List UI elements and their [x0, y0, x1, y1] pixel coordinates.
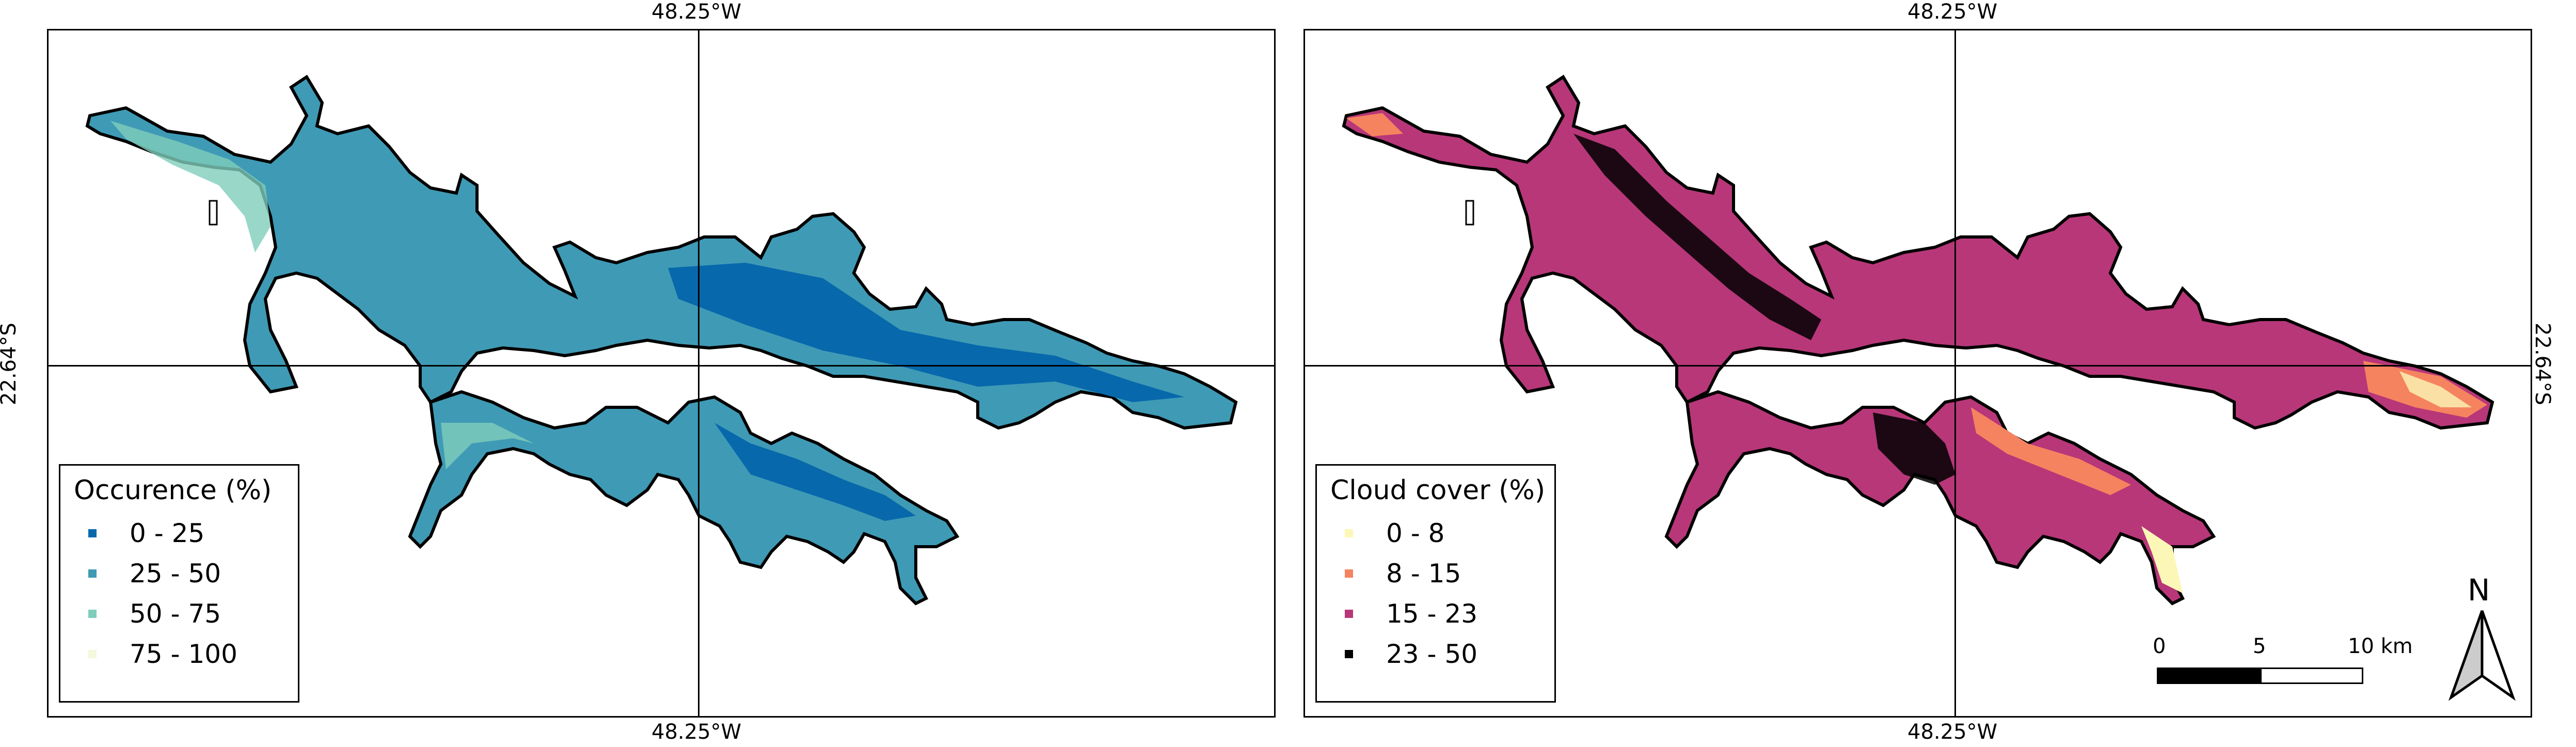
graticule-vertical-right	[1954, 30, 1956, 716]
reservoir-lower-light	[441, 423, 534, 469]
reservoir-lower-core	[714, 423, 916, 521]
legend-item: 25 - 50	[74, 553, 284, 594]
reservoir-core-upper	[668, 263, 1184, 402]
left-lat-label: 22.64°S	[0, 323, 21, 405]
legend-title: Cloud cover (%)	[1330, 475, 1546, 506]
graticule-horizontal-right	[1305, 365, 2531, 367]
legend-swatch	[1345, 529, 1353, 537]
legend-label: 0 - 25	[130, 518, 205, 548]
reservoir-lower-arm	[1664, 390, 2216, 606]
legend-swatch	[1345, 569, 1353, 578]
legend-item: 15 - 23	[1330, 594, 1541, 634]
scale-tick-10: 10 km	[2348, 634, 2413, 658]
cloud-orange-lower	[1971, 407, 2131, 495]
top-lon-label-left: 48.25°W	[651, 0, 742, 24]
bottom-lon-label-right: 48.25°W	[1907, 720, 1998, 744]
reservoir-light-west	[110, 121, 271, 252]
legend-label: 8 - 15	[1386, 559, 1461, 589]
cloud-dark-patch	[1573, 134, 1821, 340]
legend-label: 15 - 23	[1386, 599, 1478, 629]
legend-title: Occurence (%)	[74, 475, 272, 506]
cloud-orange-west	[1346, 113, 1403, 136]
legend-swatch	[1345, 650, 1353, 658]
legend-item: 50 - 75	[74, 594, 284, 634]
scale-tick-0: 0	[2153, 634, 2166, 658]
reservoir-upper-arm	[1342, 74, 2494, 430]
legend-occurence: Occurence (%) 0 - 25 25 - 50 50 - 75 75 …	[59, 464, 299, 703]
reservoir-map-occurence	[85, 74, 1238, 606]
legend-item: 8 - 15	[1330, 553, 1541, 594]
legend-swatch	[88, 610, 97, 618]
north-label: N	[2468, 573, 2490, 608]
legend-label: 23 - 50	[1386, 639, 1478, 669]
legend-swatch	[88, 650, 97, 658]
legend-label: 0 - 8	[1386, 518, 1445, 548]
graticule-horizontal-left	[49, 365, 1274, 367]
graticule-vertical-left	[698, 30, 699, 716]
legend-swatch	[1345, 610, 1353, 618]
map-panel-cloud-cover: Cloud cover (%) 0 - 8 8 - 15 15 - 23 23 …	[1303, 29, 2532, 718]
right-lat-label: 22.64°S	[2530, 323, 2554, 405]
bottom-lon-label-left: 48.25°W	[651, 720, 742, 744]
legend-swatch	[88, 569, 97, 578]
legend-swatch	[88, 529, 97, 537]
legend-label: 50 - 75	[130, 599, 221, 629]
legend-label: 25 - 50	[130, 559, 221, 589]
legend-item: 23 - 50	[1330, 634, 1541, 674]
island	[1465, 200, 1474, 226]
island	[209, 200, 218, 226]
legend-label: 75 - 100	[130, 639, 237, 669]
legend-cloud-cover: Cloud cover (%) 0 - 8 8 - 15 15 - 23 23 …	[1315, 464, 1556, 703]
legend-item: 0 - 25	[74, 513, 284, 553]
cloud-light-lower	[2141, 526, 2183, 593]
north-arrow: N	[2446, 573, 2518, 702]
top-lon-label-right: 48.25°W	[1907, 0, 1998, 24]
scale-bar-white	[2260, 667, 2363, 684]
reservoir-map-cloud	[1342, 74, 2494, 606]
scale-bar: 0 5 10 km	[2152, 634, 2413, 696]
map-panel-occurence: Occurence (%) 0 - 25 25 - 50 50 - 75 75 …	[47, 29, 1276, 718]
legend-item: 75 - 100	[74, 634, 284, 674]
scale-bar-black	[2157, 667, 2260, 684]
cloud-light-east	[2399, 371, 2472, 407]
scale-tick-5: 5	[2253, 634, 2266, 658]
legend-item: 0 - 8	[1330, 513, 1541, 553]
north-arrow-icon	[2448, 610, 2516, 701]
reservoir-lower-arm	[408, 390, 960, 606]
cloud-dark-lower	[1873, 412, 1955, 485]
